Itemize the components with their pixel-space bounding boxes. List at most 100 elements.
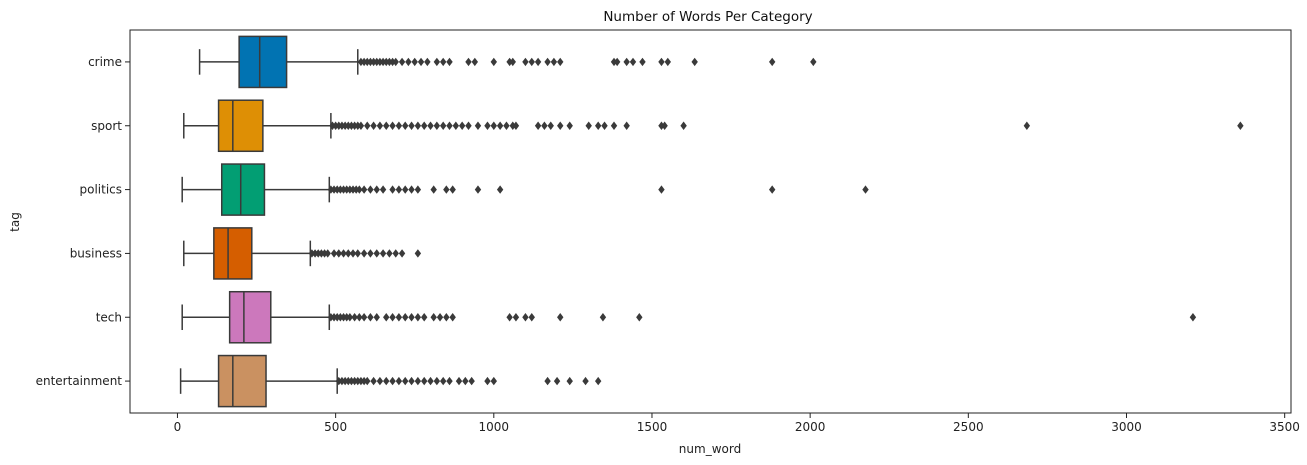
box-tech bbox=[181, 290, 1197, 344]
outlier-point bbox=[389, 376, 396, 386]
x-tick-label: 2000 bbox=[795, 420, 826, 434]
outlier-point bbox=[340, 249, 347, 258]
outlier-point bbox=[541, 121, 548, 130]
outlier-point bbox=[557, 313, 564, 322]
outlier-point bbox=[522, 313, 529, 322]
outlier-point bbox=[421, 376, 428, 386]
outlier-point bbox=[433, 376, 441, 386]
x-tick-label: 3500 bbox=[1269, 420, 1300, 434]
outlier-point bbox=[351, 313, 358, 322]
outlier-point bbox=[623, 121, 630, 130]
outlier-point bbox=[383, 121, 390, 130]
outlier-point bbox=[414, 313, 422, 322]
outlier-point bbox=[370, 121, 377, 130]
outlier-point bbox=[462, 376, 469, 386]
y-tick-label: sport bbox=[91, 119, 122, 133]
x-tick-label: 1500 bbox=[637, 420, 668, 434]
outlier-point bbox=[395, 376, 403, 386]
outlier-point bbox=[357, 121, 365, 130]
outlier-point bbox=[414, 249, 422, 258]
outlier-point bbox=[383, 376, 390, 386]
x-tick-label: 1000 bbox=[479, 420, 510, 434]
x-tick-label: 3000 bbox=[1111, 420, 1142, 434]
box-entertainment bbox=[179, 354, 602, 408]
outlier-point bbox=[474, 185, 482, 194]
outlier-point bbox=[356, 185, 363, 194]
outlier-point bbox=[405, 57, 412, 67]
outlier-point bbox=[449, 313, 456, 322]
outlier-point bbox=[471, 57, 479, 67]
outlier-point bbox=[601, 121, 608, 130]
y-tick-label: crime bbox=[88, 55, 122, 69]
outlier-point bbox=[484, 376, 491, 386]
outlier-point bbox=[566, 121, 573, 130]
outlier-point bbox=[496, 185, 504, 194]
outlier-point bbox=[474, 121, 482, 130]
outlier-point bbox=[354, 249, 361, 258]
outlier-point bbox=[330, 249, 338, 258]
outlier-point bbox=[468, 376, 475, 386]
outlier-point bbox=[392, 249, 399, 258]
outlier-point bbox=[585, 121, 592, 130]
outlier-point bbox=[439, 376, 447, 386]
outlier-point bbox=[433, 57, 441, 67]
outlier-point bbox=[465, 57, 472, 67]
outlier-point bbox=[1189, 313, 1197, 322]
outlier-point bbox=[414, 121, 422, 130]
outlier-point bbox=[557, 121, 564, 130]
outlier-point bbox=[411, 57, 418, 67]
outlier-point bbox=[367, 313, 374, 322]
outlier-point bbox=[594, 376, 602, 386]
plot-frame bbox=[129, 29, 1292, 414]
outlier-point bbox=[449, 185, 456, 194]
outlier-point bbox=[1023, 121, 1031, 130]
outlier-point bbox=[557, 57, 564, 67]
x-tick-label: 500 bbox=[324, 420, 347, 434]
outlier-point bbox=[512, 121, 520, 130]
outlier-point bbox=[1237, 121, 1244, 130]
outlier-point bbox=[446, 57, 453, 67]
outlier-point bbox=[496, 121, 504, 130]
outlier-point bbox=[636, 313, 643, 322]
outlier-point bbox=[376, 121, 384, 130]
outlier-point bbox=[408, 185, 415, 194]
outlier-point bbox=[553, 376, 561, 386]
outlier-point bbox=[392, 57, 399, 67]
outlier-point bbox=[455, 376, 463, 386]
box-business bbox=[183, 227, 422, 280]
outlier-point bbox=[360, 313, 368, 322]
outlier-point bbox=[367, 249, 374, 258]
outlier-point bbox=[398, 249, 406, 258]
y-tick-label: business bbox=[70, 246, 122, 260]
outlier-point bbox=[379, 249, 387, 258]
y-tick-label: tech bbox=[96, 310, 122, 324]
outlier-point bbox=[528, 313, 535, 322]
outlier-point bbox=[544, 57, 551, 67]
iqr-box-politics bbox=[220, 163, 266, 216]
outlier-point bbox=[408, 313, 415, 322]
outlier-point bbox=[414, 376, 422, 386]
outlier-point bbox=[386, 249, 393, 258]
outlier-point bbox=[503, 121, 510, 130]
outlier-point bbox=[594, 121, 602, 130]
outlier-point bbox=[810, 57, 817, 67]
x-axis-label: num_word bbox=[679, 442, 741, 456]
outlier-point bbox=[484, 121, 491, 130]
outlier-point bbox=[490, 57, 498, 67]
outlier-point bbox=[367, 185, 374, 194]
iqr-box-business bbox=[213, 227, 253, 280]
outlier-point bbox=[506, 313, 513, 322]
outlier-point bbox=[664, 57, 671, 67]
outlier-point bbox=[490, 376, 498, 386]
outlier-point bbox=[446, 121, 453, 130]
outlier-point bbox=[373, 313, 380, 322]
iqr-box-tech bbox=[228, 290, 272, 344]
outlier-point bbox=[383, 313, 390, 322]
outlier-point bbox=[364, 121, 371, 130]
outlier-point bbox=[439, 57, 447, 67]
outlier-point bbox=[408, 376, 415, 386]
outlier-point bbox=[544, 376, 551, 386]
outlier-point bbox=[360, 249, 368, 258]
outlier-point bbox=[658, 57, 665, 67]
outlier-point bbox=[402, 313, 409, 322]
